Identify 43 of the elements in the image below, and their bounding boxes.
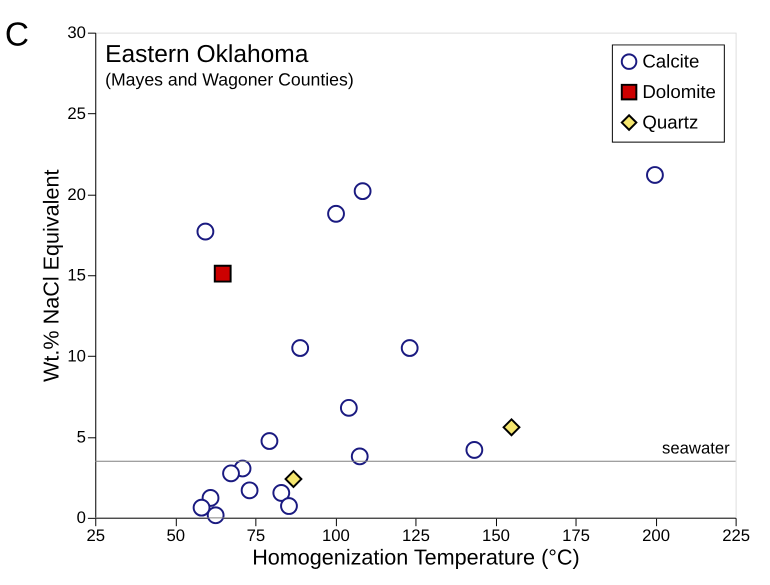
point (502, 418, 520, 436)
point (350, 447, 369, 466)
point (646, 166, 664, 184)
legend-label: Dolomite (642, 80, 716, 102)
x-tick-label: 200 (642, 526, 670, 545)
y-axis-title: Wt.% NaCl Equivalent (38, 170, 64, 382)
y-tick-label: 20 (67, 184, 86, 204)
point (196, 222, 214, 240)
point (222, 464, 240, 482)
point (284, 470, 302, 488)
ref-line-label: seawater (662, 438, 730, 458)
x-tick-label: 225 (722, 526, 750, 545)
point (465, 441, 484, 459)
y-tick-label: 15 (67, 266, 86, 285)
point (354, 182, 372, 200)
x-tick-label: 100 (322, 526, 350, 545)
point (192, 498, 210, 517)
point (272, 484, 290, 502)
y-tick-label: 30 (67, 23, 86, 42)
legend-label: Quartz (642, 111, 698, 132)
legend-label: Calcite (642, 50, 700, 72)
point (280, 497, 298, 515)
text: (Mayes and Wagoner Counties) (105, 70, 354, 90)
point (206, 506, 225, 524)
x-tick-label: 150 (482, 526, 510, 545)
point (291, 339, 310, 357)
x-axis-title: Homogenization Temperature (°C) (252, 544, 580, 570)
point (400, 339, 419, 357)
point (240, 481, 258, 500)
chart-title: Eastern Oklahoma (105, 41, 309, 68)
y-tick-label: 10 (67, 346, 86, 366)
x-tick-label: 175 (562, 526, 590, 545)
y-tick-label: 5 (76, 427, 86, 446)
y-tick-label: 25 (67, 104, 86, 123)
y-tick-label: 0 (76, 508, 86, 528)
point (327, 204, 345, 223)
point (260, 432, 278, 450)
x-tick-label: 75 (246, 526, 266, 545)
x-tick-label: 50 (166, 526, 186, 545)
x-tick-label: 125 (402, 526, 430, 545)
point (340, 398, 358, 417)
point (214, 264, 232, 283)
text: C (4, 16, 30, 54)
